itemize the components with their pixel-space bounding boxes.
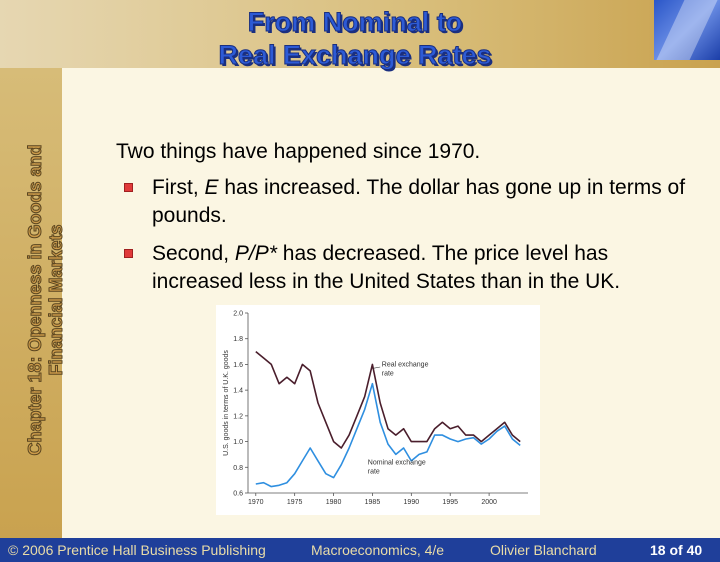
y-tick-label: 1.2	[233, 413, 243, 420]
y-tick-label: 1.8	[233, 336, 243, 343]
bullet-1-post: has increased. The dollar has gone up in…	[152, 176, 686, 227]
y-tick-label: 0.8	[233, 465, 243, 472]
series-line-real	[255, 350, 521, 449]
y-tick-label: 2.0	[233, 311, 243, 318]
bullet-2-pre: Second,	[152, 242, 235, 265]
series-pointer-real	[373, 366, 381, 369]
x-tick-label: 1990	[404, 499, 420, 506]
footer-book: Macroeconomics, 4/e	[311, 542, 445, 558]
y-tick-label: 1.0	[233, 439, 243, 446]
header-band	[0, 0, 720, 68]
x-tick-label: 1985	[365, 499, 381, 506]
y-tick-label: 1.6	[233, 362, 243, 369]
slide-title-line2: Real Exchange Rates	[218, 40, 492, 71]
slide-title-line1: From Nominal to	[247, 7, 463, 38]
bullet-2-em: P/P*	[234, 242, 277, 265]
bullet-marker	[124, 183, 133, 192]
footer-bar: © 2006 Prentice Hall Business Publishing…	[0, 538, 720, 562]
chapter-title-line2: Financial Markets	[46, 224, 67, 376]
footer-page: 18 of 40	[650, 542, 703, 558]
series-label-nominal: Nominal exchange	[368, 460, 426, 467]
x-tick-label: 1980	[326, 499, 342, 506]
series-label-nominal-line2: rate	[368, 469, 380, 476]
x-tick-label: 1975	[287, 499, 303, 506]
x-tick-label: 1995	[442, 499, 458, 506]
chart-svg: 0.6 0.8 1.0 1.2 1.4 1.6 1.8 2.0 1970 1975 1980 1985…	[223, 311, 528, 506]
chapter-title: Chapter 18: Openness in Goods and Financ…	[25, 90, 67, 510]
y-tick-label: 0.6	[233, 491, 243, 498]
y-tick-label: 1.4	[233, 388, 243, 395]
series-label-real-line2: rate	[382, 370, 394, 377]
footer-author: Olivier Blanchard	[490, 542, 597, 558]
series-line-nominal	[255, 382, 521, 488]
x-tick-label: 2000	[481, 499, 497, 506]
slide-title: From Nominal to Real Exchange Rates	[150, 6, 560, 72]
lead-text: Two things have happened since 1970.	[116, 140, 481, 163]
bullet-2-post: has decreased. The price level has incre…	[152, 242, 621, 293]
bullet-1-pre: First,	[152, 176, 205, 199]
bullet-1-em: E	[204, 176, 219, 199]
footer-copyright: © 2006 Prentice Hall Business Publishing	[8, 542, 266, 558]
x-tick-label: 1970	[248, 499, 264, 506]
bullet-marker	[124, 249, 133, 258]
y-axis-label: U.S. goods in terms of U.K. goods	[223, 350, 230, 456]
corner-graphic	[654, 0, 720, 60]
series-label-real: Real exchange	[382, 361, 429, 368]
chapter-title-line1: Chapter 18: Openness in Goods and	[25, 144, 46, 456]
bullet-text-1: First, E has increased. The dollar has g…	[152, 174, 692, 230]
bullet-text-2: Second, P/P* has decreased. The price le…	[152, 240, 682, 296]
side-band	[0, 68, 62, 538]
exchange-rate-chart: 0.6 0.8 1.0 1.2 1.4 1.6 1.8 2.0 1970 1975 1980 1985…	[216, 305, 540, 515]
